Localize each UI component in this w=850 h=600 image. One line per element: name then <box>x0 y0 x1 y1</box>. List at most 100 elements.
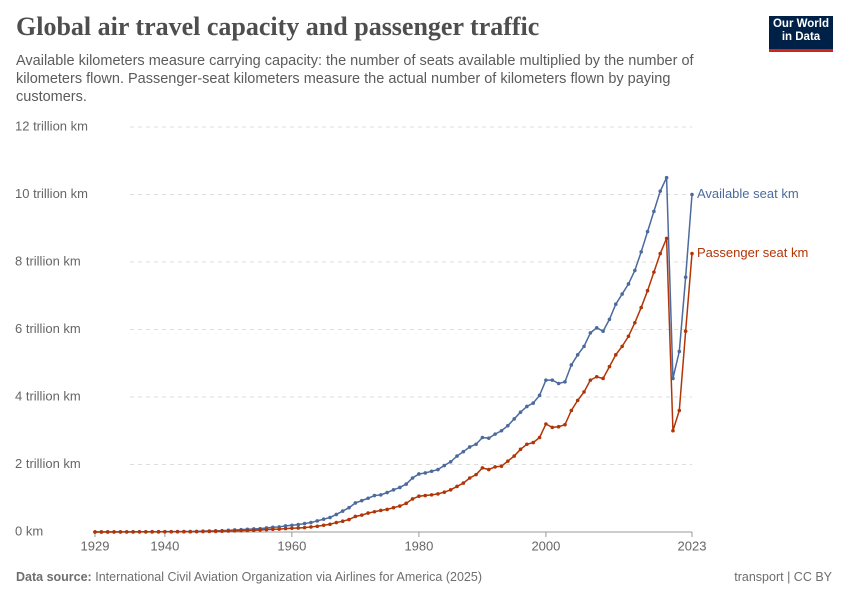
data-point <box>506 423 510 428</box>
data-point <box>309 525 313 529</box>
y-tick-label: 8 trillion km <box>15 253 81 268</box>
data-point <box>671 428 675 433</box>
data-point <box>239 528 243 533</box>
data-point <box>112 530 116 534</box>
data-point <box>334 520 339 525</box>
data-point <box>442 490 447 494</box>
data-point <box>290 526 294 531</box>
y-tick-label: 2 trillion km <box>15 456 81 471</box>
data-point <box>398 504 402 508</box>
data-point <box>372 493 377 498</box>
source: Data source: International Civil Aviatio… <box>16 570 482 584</box>
data-point <box>410 476 415 480</box>
data-point <box>518 447 523 452</box>
data-point <box>664 175 669 180</box>
data-point <box>328 515 332 520</box>
data-point <box>613 302 618 306</box>
data-point <box>207 529 212 534</box>
data-point <box>556 381 561 386</box>
data-point <box>569 363 574 367</box>
data-point <box>156 530 161 534</box>
data-point <box>607 364 612 369</box>
data-point <box>391 488 396 492</box>
data-point <box>639 305 643 310</box>
data-point <box>626 334 631 339</box>
data-point <box>575 398 580 403</box>
data-point <box>645 288 650 293</box>
logo[interactable]: Our World in Data <box>769 16 833 52</box>
data-point <box>486 436 491 440</box>
data-point <box>321 517 326 521</box>
chart-subtitle: Available kilometers measure carrying ca… <box>16 53 694 105</box>
data-point <box>258 528 262 532</box>
data-point <box>124 530 129 534</box>
series-line <box>94 238 693 533</box>
data-point <box>264 527 269 532</box>
x-tick-label: 2023 <box>678 538 707 553</box>
data-point <box>226 529 231 533</box>
data-point <box>340 519 345 523</box>
data-point <box>455 484 459 489</box>
data-point <box>652 209 656 214</box>
data-point <box>417 494 421 499</box>
data-point <box>347 505 351 510</box>
data-point <box>378 493 383 497</box>
data-point <box>359 498 364 503</box>
data-point <box>658 189 663 193</box>
data-point <box>436 492 440 496</box>
data-point <box>683 329 688 333</box>
data-point <box>671 376 675 381</box>
data-point <box>486 467 491 472</box>
data-point <box>175 529 180 534</box>
data-point <box>518 410 523 414</box>
data-point <box>658 251 663 256</box>
data-point <box>321 523 326 528</box>
data-point <box>429 469 434 474</box>
data-point <box>607 317 612 322</box>
data-point <box>271 527 275 532</box>
data-point <box>620 292 624 296</box>
data-point <box>340 509 345 513</box>
data-point <box>626 282 631 286</box>
data-point <box>563 422 567 427</box>
data-point <box>613 353 618 357</box>
data-point <box>537 393 542 398</box>
data-point <box>118 530 123 534</box>
data-point <box>556 424 561 429</box>
source-text[interactable]: International Civil Aviation Organizatio… <box>95 570 482 584</box>
data-point <box>633 320 637 325</box>
data-point <box>391 505 396 510</box>
data-point <box>645 229 650 234</box>
data-point <box>448 488 453 492</box>
data-point <box>366 496 370 501</box>
data-point <box>594 374 599 379</box>
data-point <box>410 497 415 501</box>
data-point <box>563 380 567 384</box>
data-point <box>359 513 364 517</box>
legend-label: Available seat km <box>697 186 799 201</box>
data-point <box>347 517 351 522</box>
data-point <box>220 529 224 533</box>
data-point <box>448 460 453 464</box>
data-point <box>620 344 624 349</box>
source-label: Data source: <box>16 570 92 584</box>
data-point <box>417 472 421 476</box>
data-point <box>569 408 574 413</box>
data-point <box>512 454 516 458</box>
data-point <box>105 530 110 534</box>
data-point <box>677 408 682 413</box>
data-point <box>182 529 186 534</box>
data-point <box>315 524 320 529</box>
data-point <box>652 270 656 274</box>
data-point <box>499 428 504 433</box>
data-point <box>404 482 409 486</box>
data-point <box>372 509 377 514</box>
data-point <box>290 523 294 528</box>
data-point <box>480 466 485 470</box>
series-line <box>94 177 693 533</box>
data-point <box>201 529 205 534</box>
data-point <box>633 268 637 273</box>
y-tick-label: 6 trillion km <box>15 321 81 336</box>
data-point <box>404 501 409 506</box>
data-point <box>144 530 148 534</box>
